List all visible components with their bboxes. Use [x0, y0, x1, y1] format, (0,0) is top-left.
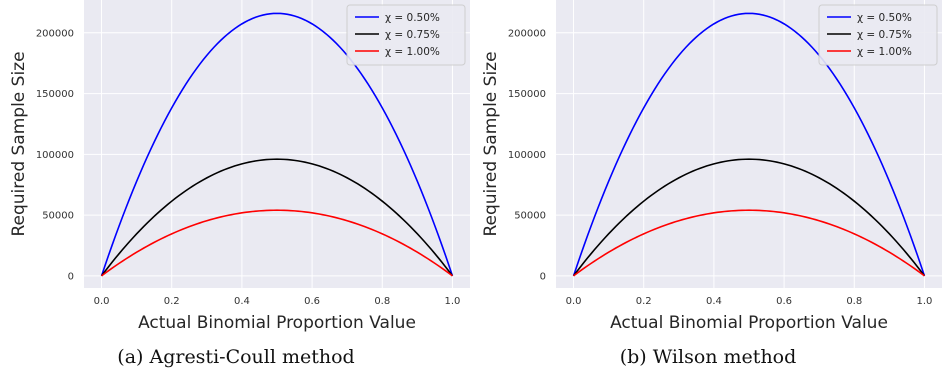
line-chart-agresti-coull: 0.0 0.2 0.4 0.6 0.8 1.0 0 50000 100000 150000 2000…: [9, 0, 470, 333]
y-tick-label: 100000: [508, 150, 546, 161]
legend-label: χ = 1.00%: [857, 46, 912, 58]
chart-panel-wilson: 0.0 0.2 0.4 0.6 0.8 1.0 0 50000 100000 150000 2000…: [472, 0, 944, 383]
x-axis-label: Actual Binomial Proportion Value: [138, 313, 416, 333]
figure-caption: (b) Wilson method: [619, 346, 797, 368]
x-tick-label: 0.6: [776, 296, 792, 307]
x-tick-label: 0.6: [304, 296, 320, 307]
chart-panel-agresti-coull: 0.0 0.2 0.4 0.6 0.8 1.0 0 50000 100000 150000 2000…: [9, 0, 470, 368]
y-axis-label: Required Sample Size: [9, 51, 29, 236]
legend-label: χ = 0.75%: [857, 29, 912, 41]
x-tick-label: 0.2: [636, 296, 652, 307]
series-line: [572, 12, 926, 277]
y-tick-label: 200000: [508, 28, 546, 39]
figure-caption: (a) Agresti-Coull method: [117, 346, 355, 368]
y-tick-label: 200000: [36, 28, 74, 39]
x-axis-label: Actual Binomial Proportion Value: [610, 313, 888, 333]
x-tick-label: 1.0: [917, 296, 933, 307]
y-tick-label: 0: [68, 271, 74, 282]
y-tick-label: 150000: [36, 89, 74, 100]
y-tick-label: 50000: [42, 211, 74, 222]
y-tick-label: 100000: [36, 150, 74, 161]
series-line: [572, 158, 926, 277]
y-tick-label: 50000: [514, 211, 546, 222]
x-tick-label: 0.0: [94, 296, 110, 307]
x-tick-label: 1.0: [445, 296, 461, 307]
legend-label: χ = 1.00%: [385, 46, 440, 58]
series-line: [101, 209, 453, 277]
x-tick-label: 0.4: [706, 296, 722, 307]
legend-box: [818, 4, 938, 66]
line-chart-wilson: 0.0 0.2 0.4 0.6 0.8 1.0 0 50000 100000 150000 2000…: [481, 0, 942, 333]
x-tick-label: 0.4: [234, 296, 250, 307]
x-tick-label: 0.2: [164, 296, 180, 307]
x-tick-label: 0.8: [846, 296, 862, 307]
y-tick-label: 0: [540, 271, 546, 282]
legend-label: χ = 0.75%: [385, 29, 440, 41]
series-line: [100, 158, 454, 277]
y-axis-label: Required Sample Size: [481, 51, 501, 236]
series-line: [100, 12, 454, 277]
legend-box: [346, 4, 466, 66]
series-line: [573, 209, 925, 277]
x-tick-label: 0.8: [374, 296, 390, 307]
legend-label: χ = 0.50%: [857, 12, 912, 24]
y-tick-label: 150000: [508, 89, 546, 100]
legend-label: χ = 0.50%: [385, 12, 440, 24]
x-tick-label: 0.0: [566, 296, 582, 307]
